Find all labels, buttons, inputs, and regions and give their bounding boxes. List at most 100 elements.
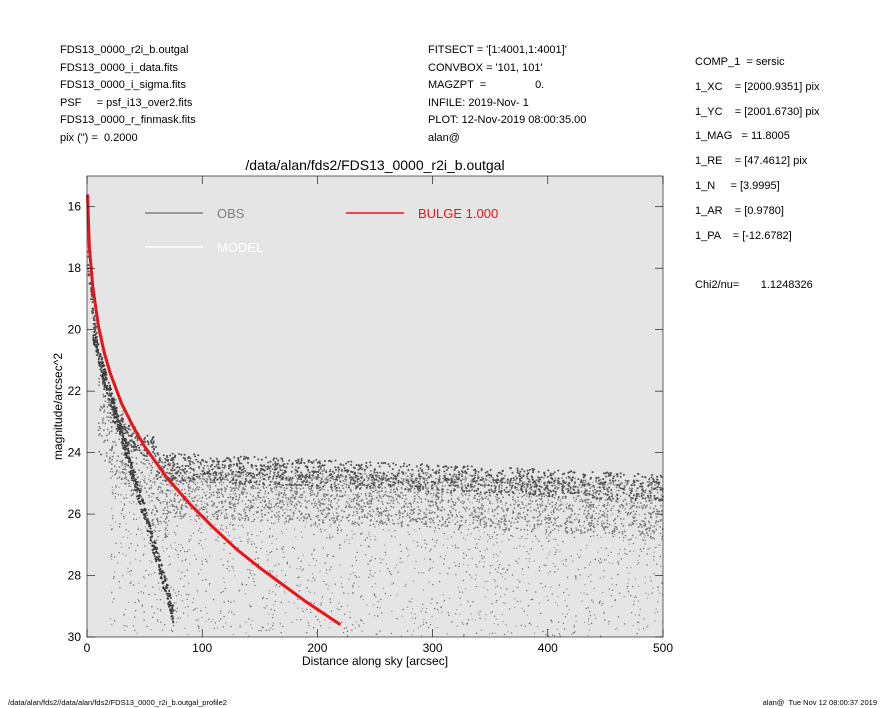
scatter-point (285, 496, 288, 499)
scatter-point (213, 515, 215, 518)
scatter-point (143, 576, 145, 578)
scatter-point (465, 539, 467, 541)
scatter-point (290, 489, 293, 492)
param-line: 1_AR = [0.9780] (695, 204, 784, 217)
scatter-point (446, 481, 449, 484)
scatter-point (456, 481, 459, 484)
scatter-point (173, 463, 176, 466)
scatter-point (605, 559, 607, 561)
scatter-point (315, 502, 318, 505)
scatter-point (622, 518, 625, 520)
scatter-point (554, 565, 556, 567)
scatter-point (649, 494, 652, 497)
scatter-point (474, 509, 476, 511)
scatter-point (521, 568, 524, 570)
scatter-point (627, 538, 629, 541)
scatter-point (414, 617, 417, 620)
scatter-point (644, 505, 647, 508)
scatter-point (115, 542, 117, 545)
scatter-point (300, 560, 302, 562)
scatter-point (143, 619, 145, 621)
scatter-point (555, 538, 557, 541)
scatter-point (211, 505, 214, 507)
scatter-point (239, 625, 242, 627)
scatter-point (553, 484, 556, 487)
scatter-point (439, 509, 442, 512)
scatter-point (428, 569, 430, 571)
scatter-point (366, 604, 368, 606)
scatter-point (498, 483, 501, 486)
scatter-point (208, 496, 211, 499)
scatter-point (422, 621, 425, 623)
scatter-point (179, 499, 182, 501)
scatter-point (204, 558, 207, 561)
scatter-point (337, 470, 340, 473)
scatter-point (241, 501, 243, 503)
scatter-point (252, 577, 254, 580)
scatter-point (123, 625, 125, 627)
scatter-point (478, 511, 480, 513)
scatter-point (535, 479, 538, 481)
scatter-point (585, 516, 587, 519)
scatter-point (146, 514, 149, 516)
scatter-point (392, 506, 395, 509)
scatter-point (446, 491, 449, 494)
scatter-point (164, 532, 167, 535)
scatter-point (358, 625, 360, 628)
scatter-point (429, 509, 431, 512)
scatter-point (143, 458, 145, 460)
scatter-point (413, 529, 416, 531)
scatter-point (340, 605, 343, 608)
scatter-point (490, 488, 493, 491)
scatter-point (344, 490, 347, 493)
scatter-point (559, 500, 562, 502)
scatter-point (469, 574, 471, 576)
scatter-point (197, 529, 200, 532)
scatter-point (492, 556, 495, 559)
scatter-point (364, 494, 367, 497)
scatter-point (220, 558, 222, 561)
scatter-point (372, 603, 375, 606)
scatter-point (513, 503, 516, 506)
scatter-point (249, 499, 252, 502)
scatter-point (634, 513, 637, 515)
scatter-point (143, 479, 145, 482)
scatter-point (277, 505, 280, 508)
scatter-point (281, 469, 284, 472)
scatter-point (340, 519, 343, 522)
scatter-point (627, 582, 629, 585)
scatter-point (370, 502, 373, 505)
scatter-point (510, 521, 513, 524)
scatter-point (281, 496, 284, 499)
scatter-point (482, 517, 485, 519)
scatter-point (488, 633, 491, 635)
scatter-point (169, 505, 172, 507)
scatter-point (521, 501, 523, 504)
scatter-point (625, 503, 628, 506)
scatter-point (592, 601, 594, 603)
scatter-point (500, 587, 502, 589)
scatter-point (204, 506, 206, 509)
scatter-point (656, 488, 658, 491)
scatter-point (384, 593, 387, 595)
scatter-point (358, 500, 360, 503)
scatter-point (518, 492, 521, 495)
scatter-point (644, 524, 647, 527)
scatter-point (516, 488, 518, 491)
scatter-point (438, 527, 440, 530)
scatter-point (284, 574, 287, 576)
scatter-point (584, 481, 587, 483)
scatter-point (384, 486, 387, 489)
scatter-point (624, 534, 627, 537)
scatter-point (191, 601, 194, 604)
scatter-point (504, 481, 506, 484)
scatter-point (215, 465, 218, 468)
scatter-point (491, 611, 493, 613)
scatter-point (534, 489, 537, 492)
scatter-point (487, 511, 489, 513)
scatter-point (111, 491, 114, 494)
scatter-point (563, 492, 566, 495)
scatter-point (294, 528, 296, 530)
scatter-point (657, 589, 659, 591)
scatter-point (282, 551, 285, 554)
